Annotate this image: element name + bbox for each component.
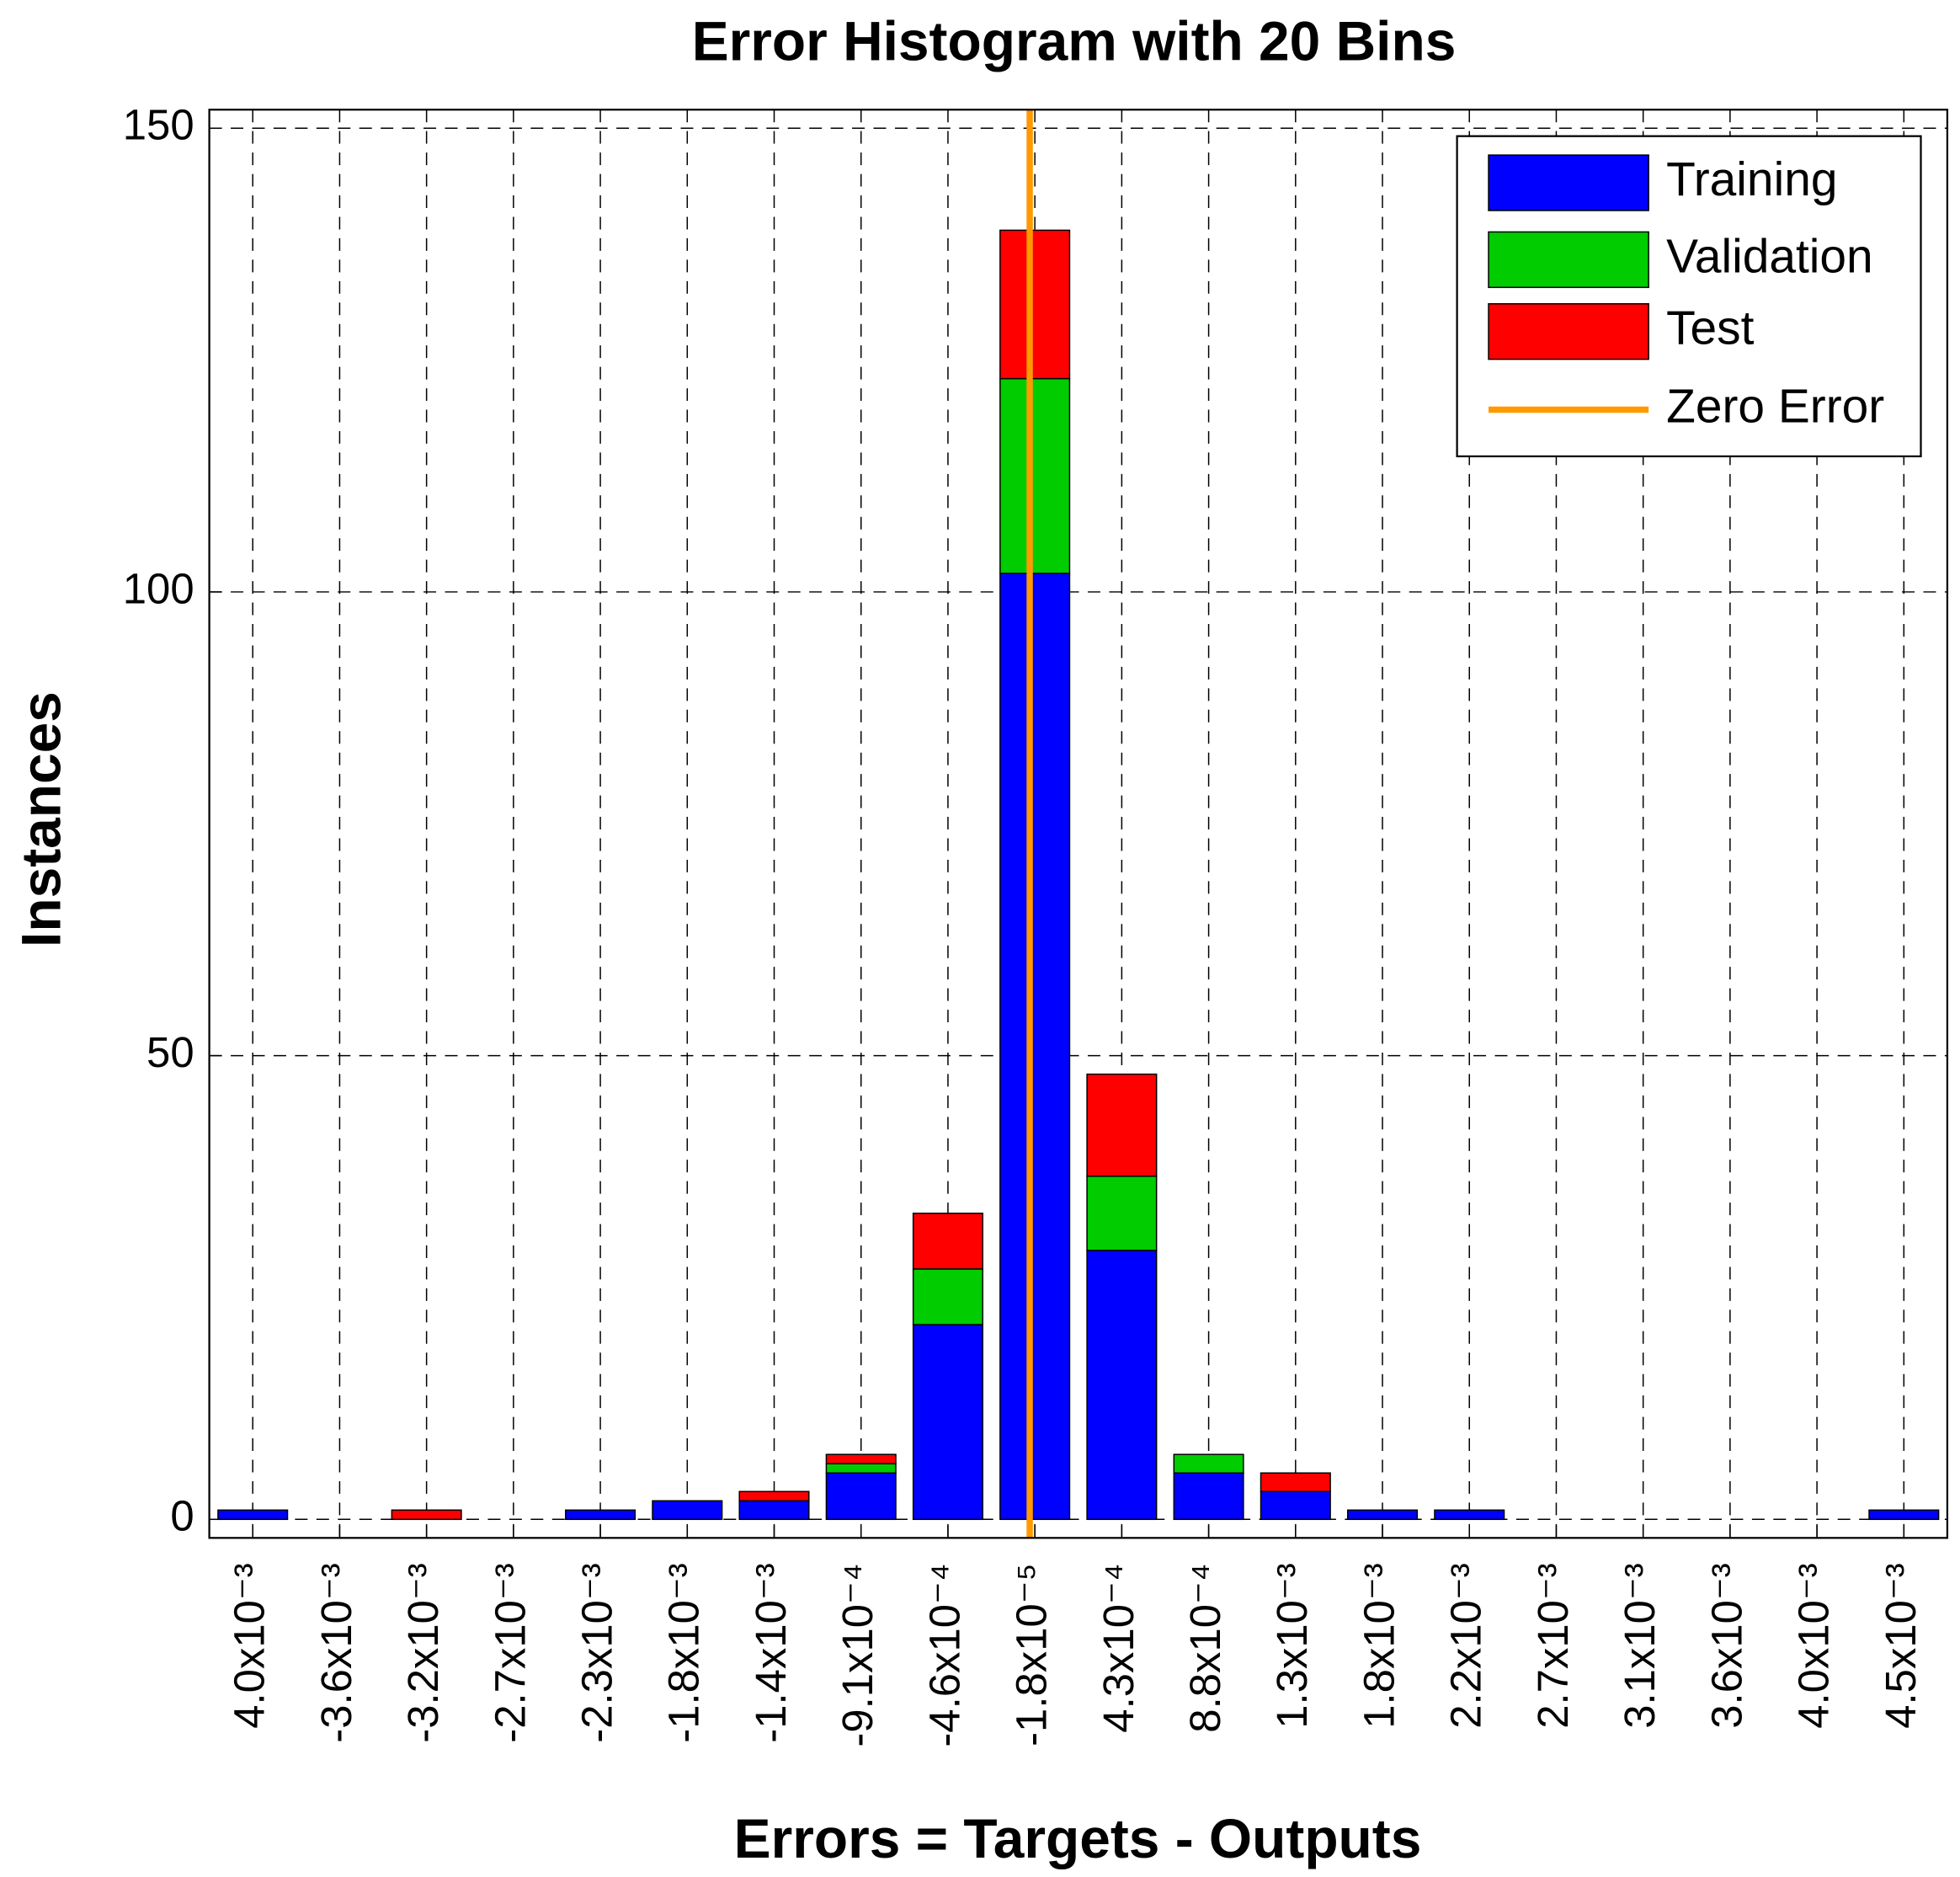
- x-tick-label: -3.2x10⁻³: [399, 1563, 447, 1743]
- bar-segment: [1086, 1250, 1158, 1521]
- bar-segment: [565, 1509, 636, 1521]
- bar-segment: [738, 1490, 810, 1502]
- bar-segment: [825, 1472, 897, 1521]
- x-tick-label: 4.0x10⁻³: [1790, 1563, 1838, 1729]
- bar-segment: [912, 1268, 983, 1325]
- legend-swatch: [1488, 154, 1649, 211]
- x-tick-label: 4.5x10⁻³: [1877, 1563, 1925, 1729]
- x-tick-label: 2.7x10⁻³: [1529, 1563, 1577, 1729]
- legend-swatch: [1488, 231, 1649, 289]
- bar-segment: [1086, 1073, 1158, 1177]
- y-tick-label: 50: [146, 1028, 194, 1076]
- bar-segment: [999, 377, 1071, 574]
- x-tick-label: 8.8x10⁻⁴: [1181, 1563, 1229, 1732]
- x-tick-label: -9.1x10⁻⁴: [834, 1563, 881, 1746]
- bar-segment: [1868, 1509, 1940, 1521]
- x-tick-label: -3.6x10⁻³: [312, 1563, 360, 1743]
- legend-swatch: [1488, 303, 1649, 360]
- x-tick-label: -2.7x10⁻³: [486, 1563, 534, 1743]
- chart-title: Error Histogram with 20 Bins: [692, 9, 1457, 72]
- x-tick-label: -2.3x10⁻³: [573, 1563, 621, 1743]
- bar-segment: [391, 1509, 462, 1521]
- bar-segment: [825, 1463, 897, 1474]
- legend-label: Zero Error: [1666, 381, 1884, 434]
- x-tick-label: 4.0x10⁻³: [226, 1563, 274, 1729]
- legend-label: Training: [1666, 153, 1837, 206]
- bar-segment: [999, 573, 1071, 1521]
- legend-label: Test: [1666, 302, 1755, 355]
- x-tick-label: -1.8x10⁻³: [660, 1563, 708, 1743]
- x-tick-label: -4.6x10⁻⁴: [920, 1563, 968, 1746]
- bar-segment: [1086, 1176, 1158, 1251]
- x-axis-label: Errors = Targets - Outputs: [734, 1807, 1422, 1869]
- legend-label: Validation: [1666, 230, 1873, 283]
- x-tick-label: 3.1x10⁻³: [1616, 1563, 1664, 1729]
- x-tick-label: -1.8x10⁻⁵: [1008, 1563, 1056, 1746]
- x-tick-label: 3.6x10⁻³: [1702, 1563, 1750, 1729]
- bar-segment: [1173, 1472, 1244, 1521]
- bar-segment: [912, 1213, 983, 1270]
- x-tick-label: 1.3x10⁻³: [1268, 1563, 1316, 1729]
- bar-segment: [912, 1324, 983, 1521]
- bar-segment: [1260, 1472, 1331, 1492]
- x-tick-label: 1.8x10⁻³: [1355, 1563, 1403, 1729]
- bar-segment: [652, 1500, 723, 1521]
- y-tick-label: 100: [123, 564, 194, 612]
- bar-segment: [217, 1509, 289, 1521]
- bar-segment: [1173, 1453, 1244, 1474]
- x-tick-label: -1.4x10⁻³: [747, 1563, 795, 1743]
- y-tick-label: 0: [170, 1492, 194, 1540]
- bar-segment: [1260, 1490, 1331, 1521]
- x-tick-label: 2.2x10⁻³: [1442, 1563, 1490, 1729]
- plot-frame: [208, 109, 1949, 1539]
- bar-segment: [738, 1500, 810, 1521]
- bar-segment: [1346, 1509, 1419, 1521]
- bar-segment: [825, 1453, 897, 1464]
- y-axis-label: Instances: [9, 691, 72, 947]
- bar-segment: [999, 229, 1071, 380]
- x-tick-label: 4.3x10⁻⁴: [1095, 1563, 1142, 1732]
- y-tick-label: 150: [123, 101, 194, 149]
- bar-segment: [1434, 1509, 1505, 1521]
